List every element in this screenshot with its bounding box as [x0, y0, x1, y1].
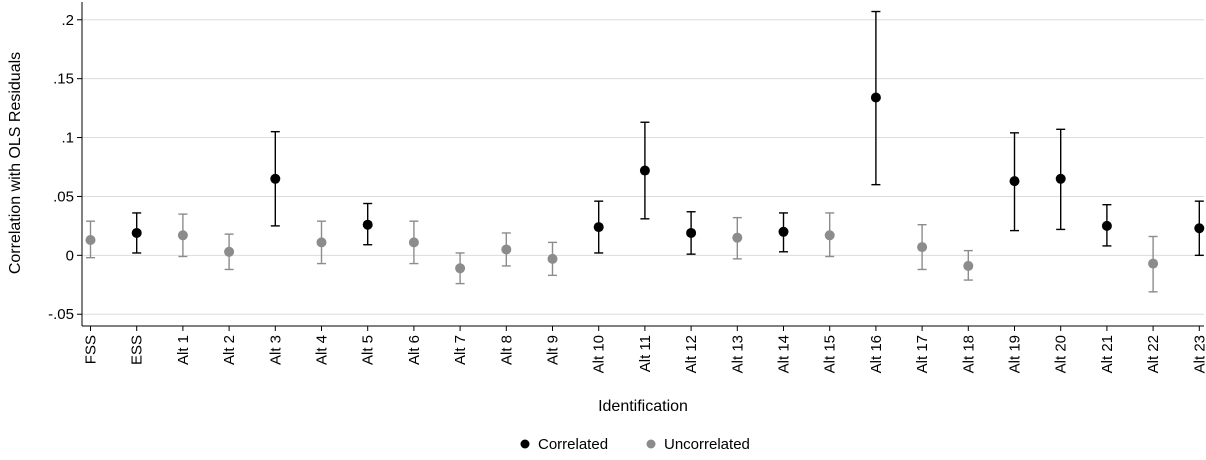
- y-axis-label: Correlation with OLS Residuals: [7, 52, 24, 274]
- x-tick-label: Alt 20: [1053, 335, 1070, 373]
- point-estimate: [362, 219, 373, 230]
- x-tick-label: Alt 14: [776, 335, 793, 373]
- point-estimate: [316, 237, 327, 248]
- point-estimate: [1009, 176, 1020, 187]
- x-axis: FSS ESS Alt 1 Alt 2 Alt 3 Alt 4 Alt 5 Alt 6 Alt …: [82, 325, 1206, 373]
- point-estimate: [455, 263, 466, 274]
- y-tick-label: .1: [61, 130, 74, 147]
- point-estimate: [1055, 173, 1066, 184]
- x-axis-label: Identification: [598, 398, 688, 415]
- point-estimate: [639, 165, 650, 176]
- point-estimate: [778, 226, 789, 237]
- x-tick-label: Alt 2: [221, 335, 238, 365]
- gridlines: [82, 19, 1204, 315]
- x-tick-label: Alt 17: [914, 335, 931, 373]
- x-tick-label: Alt 18: [960, 335, 977, 373]
- x-tick-label: Alt 9: [545, 335, 562, 365]
- x-tick-label: Alt 22: [1145, 335, 1162, 373]
- point-estimate: [963, 260, 974, 271]
- x-tick-label: Alt 6: [406, 335, 423, 365]
- x-tick-label: Alt 19: [1007, 335, 1024, 373]
- x-tick-label: Alt 10: [591, 335, 608, 373]
- x-tick-label: Alt 8: [498, 335, 515, 365]
- legend: Correlated Uncorrelated: [520, 436, 750, 453]
- x-tick-label: ESS: [129, 335, 146, 365]
- point-estimate: [1194, 223, 1205, 234]
- y-tick-label: .05: [53, 188, 74, 205]
- legend-label-uncorrelated: Uncorrelated: [664, 436, 750, 453]
- x-tick-label: Alt 7: [452, 335, 469, 365]
- point-estimate: [824, 230, 835, 241]
- point-estimate: [131, 227, 142, 238]
- x-tick-label: FSS: [83, 335, 100, 364]
- x-tick-label: Alt 16: [868, 335, 885, 373]
- x-tick-label: Alt 15: [822, 335, 839, 373]
- legend-marker-correlated: [520, 439, 530, 449]
- legend-marker-uncorrelated: [646, 439, 656, 449]
- data-marks: [85, 10, 1205, 293]
- x-tick-label: Alt 12: [683, 335, 700, 373]
- point-estimate: [917, 242, 928, 253]
- y-tick-label: 0: [66, 247, 74, 264]
- point-estimate: [1148, 258, 1159, 269]
- point-estimate: [686, 227, 697, 238]
- x-tick-label: Alt 23: [1191, 335, 1206, 373]
- x-tick-label: Alt 4: [314, 335, 331, 365]
- point-estimate: [732, 232, 743, 243]
- x-tick-label: Alt 11: [637, 335, 654, 372]
- y-tick-label: .15: [53, 71, 74, 88]
- x-tick-label: Alt 5: [360, 335, 377, 365]
- y-tick-label: -.05: [48, 306, 74, 323]
- point-estimate: [177, 230, 188, 241]
- x-tick-label: Alt 21: [1099, 335, 1116, 373]
- point-estimate: [270, 173, 281, 184]
- point-estimate: [593, 222, 604, 233]
- y-axis: -.05 0 .05 .1 .15 .2: [48, 2, 83, 326]
- point-estimate: [85, 235, 96, 246]
- legend-label-correlated: Correlated: [538, 436, 608, 453]
- x-tick-label: Alt 13: [729, 335, 746, 373]
- y-tick-label: .2: [61, 12, 74, 29]
- point-estimate: [547, 253, 558, 264]
- x-tick-label: Alt 1: [175, 335, 192, 365]
- point-estimate: [1101, 220, 1112, 231]
- point-estimate: [224, 246, 235, 257]
- point-estimate: [501, 244, 512, 255]
- x-tick-label: Alt 3: [267, 335, 284, 365]
- point-estimate: [870, 92, 881, 103]
- point-estimate: [408, 237, 419, 248]
